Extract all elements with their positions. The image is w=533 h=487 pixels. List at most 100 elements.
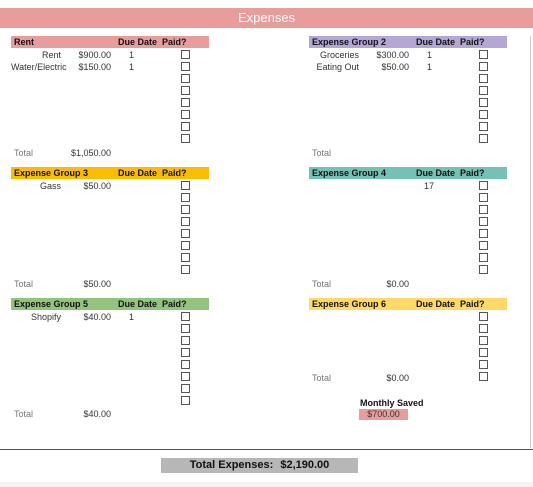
due-date-header: Due Date <box>118 299 158 309</box>
group-header: Rent Due Date Paid? <box>11 36 209 48</box>
paid-checkbox[interactable] <box>479 205 488 214</box>
paid-checkbox[interactable] <box>479 181 488 190</box>
paid-checkbox[interactable] <box>181 348 190 357</box>
paid-checkbox[interactable] <box>181 110 190 119</box>
paid-checkbox[interactable] <box>479 241 488 250</box>
group-total: $0.00 <box>386 279 409 289</box>
group-name: Expense Group 6 <box>312 299 387 309</box>
paid-checkbox[interactable] <box>181 98 190 107</box>
paid-checkbox[interactable] <box>479 217 488 226</box>
paid-checkbox[interactable] <box>479 348 488 357</box>
paid-checkbox[interactable] <box>479 122 488 131</box>
paid-header: Paid? <box>460 37 485 47</box>
item-name: Rent <box>41 50 61 60</box>
group-total: $1,050.00 <box>70 148 111 158</box>
due-date-header: Due Date <box>118 37 158 47</box>
paid-checkbox[interactable] <box>181 241 190 250</box>
paid-checkbox[interactable] <box>181 360 190 369</box>
group-header: Expense Group 4 Due Date Paid? <box>309 167 507 179</box>
paid-checkbox[interactable] <box>181 50 190 59</box>
paid-checkbox[interactable] <box>181 253 190 262</box>
group-name: Expense Group 3 <box>14 168 89 178</box>
paid-header: Paid? <box>460 299 485 309</box>
paid-checkbox[interactable] <box>181 181 190 190</box>
total-label: Total <box>14 409 34 419</box>
monthly-saved-label: Monthly Saved <box>360 398 424 408</box>
paid-checkbox[interactable] <box>479 62 488 71</box>
item-amount: $40.00 <box>83 312 111 322</box>
paid-checkbox[interactable] <box>181 74 190 83</box>
paid-checkbox[interactable] <box>181 122 190 131</box>
bottom-strip <box>0 482 533 487</box>
item-amount: $900.00 <box>78 50 111 60</box>
paid-checkbox[interactable] <box>181 312 190 321</box>
divider <box>0 449 533 450</box>
paid-checkbox[interactable] <box>479 229 488 238</box>
paid-checkbox[interactable] <box>479 360 488 369</box>
item-name: Shopify <box>30 312 61 322</box>
item-amount: $300.00 <box>376 50 409 60</box>
due-date-header: Due Date <box>416 37 456 47</box>
total-expenses-value: $2,190.00 <box>280 459 330 471</box>
paid-checkbox[interactable] <box>181 336 190 345</box>
paid-checkbox[interactable] <box>479 74 488 83</box>
paid-checkbox[interactable] <box>181 134 190 143</box>
paid-header: Paid? <box>162 37 187 47</box>
due-date-header: Due Date <box>416 299 456 309</box>
paid-checkbox[interactable] <box>181 372 190 381</box>
paid-checkbox[interactable] <box>181 265 190 274</box>
total-expenses-bar: Total Expenses: $2,190.00 <box>161 458 358 473</box>
group-header: Expense Group 3 Due Date Paid? <box>11 167 209 179</box>
paid-checkbox[interactable] <box>479 98 488 107</box>
paid-checkbox[interactable] <box>479 253 488 262</box>
item-amount: $50.00 <box>381 62 409 72</box>
paid-checkbox[interactable] <box>479 372 488 381</box>
group-name: Expense Group 2 <box>312 37 387 47</box>
group-name: Expense Group 5 <box>14 299 89 309</box>
item-name: Groceries <box>319 50 359 60</box>
item-due: 1 <box>129 50 135 60</box>
total-label: Total <box>14 279 34 289</box>
paid-checkbox[interactable] <box>181 217 190 226</box>
paid-checkbox[interactable] <box>181 193 190 202</box>
paid-checkbox[interactable] <box>479 265 488 274</box>
paid-checkbox[interactable] <box>479 86 488 95</box>
group-total: $40.00 <box>83 409 111 419</box>
total-label: Total <box>312 148 332 158</box>
total-label: Total <box>14 148 34 158</box>
due-date-header: Due Date <box>416 168 456 178</box>
paid-checkbox[interactable] <box>181 62 190 71</box>
paid-checkbox[interactable] <box>181 324 190 333</box>
paid-checkbox[interactable] <box>181 384 190 393</box>
paid-checkbox[interactable] <box>479 324 488 333</box>
item-amount: $50.00 <box>83 181 111 191</box>
total-label: Total <box>312 279 332 289</box>
total-expenses-label: Total Expenses: <box>189 459 274 471</box>
paid-checkbox[interactable] <box>479 50 488 59</box>
paid-header: Paid? <box>162 299 187 309</box>
paid-checkbox[interactable] <box>479 336 488 345</box>
paid-checkbox[interactable] <box>479 110 488 119</box>
due-date-header: Due Date <box>118 168 158 178</box>
paid-checkbox[interactable] <box>181 396 190 405</box>
total-label: Total <box>312 373 332 383</box>
group-header: Expense Group 5 Due Date Paid? <box>11 298 209 310</box>
paid-checkbox[interactable] <box>479 312 488 321</box>
group-name: Rent <box>14 37 34 47</box>
paid-checkbox[interactable] <box>181 229 190 238</box>
item-name: Gass <box>39 181 61 191</box>
paid-checkbox[interactable] <box>479 134 488 143</box>
paid-checkbox[interactable] <box>181 205 190 214</box>
paid-header: Paid? <box>460 168 485 178</box>
item-due: 1 <box>129 62 135 72</box>
item-amount: $150.00 <box>78 62 111 72</box>
group-header: Expense Group 2 Due Date Paid? <box>309 36 507 48</box>
paid-checkbox[interactable] <box>479 193 488 202</box>
paid-checkbox[interactable] <box>181 86 190 95</box>
group-total: $0.00 <box>386 373 409 383</box>
item-due: 1 <box>427 62 433 72</box>
monthly-saved-value: $700.00 <box>359 409 408 420</box>
group-header: Expense Group 6 Due Date Paid? <box>309 298 507 310</box>
paid-header: Paid? <box>162 168 187 178</box>
item-name: Eating Out <box>316 62 359 72</box>
